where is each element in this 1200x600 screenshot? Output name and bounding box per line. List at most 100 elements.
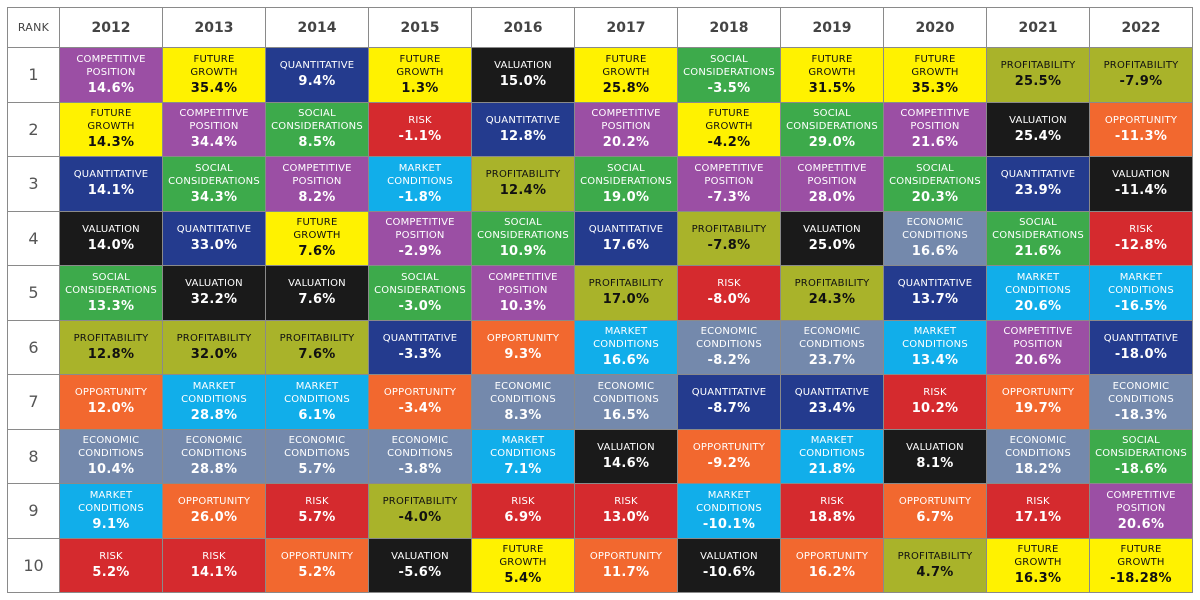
factor-label: COMPETITIVE POSITION: [900, 108, 970, 133]
factor-label: VALUATION: [391, 550, 449, 562]
factor-cell: OPPORTUNITY -3.4%: [369, 375, 472, 430]
factor-value: -7.3%: [707, 189, 751, 205]
factor-cell: RISK 6.9%: [472, 484, 575, 539]
factor-value: 12.8%: [499, 128, 547, 144]
factor-cell: MARKET CONDITIONS 7.1%: [472, 429, 575, 484]
factor-value: 28.8%: [190, 407, 238, 423]
factor-value: 23.7%: [808, 353, 856, 369]
factor-value: 32.0%: [190, 346, 238, 362]
rank-label-7: 7: [8, 375, 60, 430]
factor-cell: ECONOMIC CONDITIONS -18.3%: [1090, 375, 1193, 430]
factor-label: ECONOMIC CONDITIONS: [284, 435, 350, 460]
factor-value: -10.1%: [702, 516, 756, 532]
factor-value: -1.1%: [398, 128, 442, 144]
factor-label: MARKET CONDITIONS: [1005, 271, 1071, 296]
factor-value: -11.4%: [1114, 183, 1168, 199]
factor-cell: OPPORTUNITY 19.7%: [987, 375, 1090, 430]
factor-cell: OPPORTUNITY 5.2%: [266, 538, 369, 593]
factor-cell: ECONOMIC CONDITIONS -3.8%: [369, 429, 472, 484]
factor-cell: RISK -12.8%: [1090, 211, 1193, 266]
factor-cell: RISK -1.1%: [369, 102, 472, 157]
factor-value: 14.1%: [190, 564, 238, 580]
factor-cell: MARKET CONDITIONS 9.1%: [60, 484, 163, 539]
factor-label: QUANTITATIVE: [485, 114, 561, 126]
factor-label: ECONOMIC CONDITIONS: [387, 435, 453, 460]
factor-cell: RISK 18.8%: [781, 484, 884, 539]
rank-label-5: 5: [8, 266, 60, 321]
factor-label: RISK: [511, 496, 535, 508]
factor-label: COMPETITIVE POSITION: [282, 162, 352, 187]
factor-cell: RISK -8.0%: [678, 266, 781, 321]
rank-label-9: 9: [8, 484, 60, 539]
factor-cell: COMPETITIVE POSITION -7.3%: [678, 157, 781, 212]
factor-value: -8.7%: [707, 401, 751, 417]
factor-label: ECONOMIC CONDITIONS: [799, 326, 865, 351]
factor-value: 26.0%: [190, 510, 238, 526]
factor-label: COMPETITIVE POSITION: [385, 217, 455, 242]
factor-cell: COMPETITIVE POSITION 20.6%: [1090, 484, 1193, 539]
factor-value: 14.0%: [87, 237, 135, 253]
factor-value: 14.3%: [87, 135, 135, 151]
factor-cell: SOCIAL CONSIDERATIONS -3.5%: [678, 48, 781, 103]
factor-cell: FUTURE GROWTH 35.3%: [884, 48, 987, 103]
factor-cell: COMPETITIVE POSITION 20.6%: [987, 320, 1090, 375]
factor-label: OPPORTUNITY: [1001, 387, 1075, 399]
factor-value: -4.2%: [707, 135, 751, 151]
factor-label: VALUATION: [1009, 114, 1067, 126]
factor-label: VALUATION: [597, 441, 655, 453]
factor-value: 28.8%: [190, 462, 238, 478]
factor-value: 5.4%: [504, 571, 542, 587]
factor-cell: SOCIAL CONSIDERATIONS 20.3%: [884, 157, 987, 212]
factor-label: PROFITABILITY: [382, 496, 458, 508]
factor-value: 13.7%: [911, 292, 959, 308]
factor-cell: ECONOMIC CONDITIONS -8.2%: [678, 320, 781, 375]
factor-value: -5.6%: [398, 564, 442, 580]
factor-value: 7.6%: [298, 346, 336, 362]
factor-cell: QUANTITATIVE -3.3%: [369, 320, 472, 375]
factor-cell: VALUATION -10.6%: [678, 538, 781, 593]
factor-cell: COMPETITIVE POSITION -2.9%: [369, 211, 472, 266]
factor-label: VALUATION: [288, 278, 346, 290]
year-header-2017: 2017: [575, 8, 678, 48]
rank-label-4: 4: [8, 211, 60, 266]
factor-cell: COMPETITIVE POSITION 34.4%: [163, 102, 266, 157]
factor-cell: FUTURE GROWTH 35.4%: [163, 48, 266, 103]
factor-cell: OPPORTUNITY -9.2%: [678, 429, 781, 484]
factor-value: -1.8%: [398, 189, 442, 205]
factor-label: FUTURE GROWTH: [293, 217, 341, 242]
factor-label: ECONOMIC CONDITIONS: [696, 326, 762, 351]
factor-label: FUTURE GROWTH: [87, 108, 135, 133]
factor-label: QUANTITATIVE: [176, 223, 252, 235]
factor-label: MARKET CONDITIONS: [387, 162, 453, 187]
factor-value: 20.6%: [1014, 298, 1062, 314]
factor-label: ECONOMIC CONDITIONS: [1108, 380, 1174, 405]
factor-cell: FUTURE GROWTH 7.6%: [266, 211, 369, 266]
factor-value: 13.4%: [911, 353, 959, 369]
factor-cell: MARKET CONDITIONS 13.4%: [884, 320, 987, 375]
factor-value: 20.6%: [1117, 516, 1165, 532]
factor-label: FUTURE GROWTH: [808, 53, 856, 78]
factor-label: PROFITABILITY: [794, 278, 870, 290]
factor-value: 8.3%: [504, 407, 542, 423]
factor-cell: PROFITABILITY -4.0%: [369, 484, 472, 539]
factor-value: 10.3%: [499, 298, 547, 314]
factor-cell: QUANTITATIVE -8.7%: [678, 375, 781, 430]
factor-label: FUTURE GROWTH: [602, 53, 650, 78]
factor-label: VALUATION: [906, 441, 964, 453]
factor-value: 17.6%: [602, 237, 650, 253]
factor-value: 35.3%: [911, 80, 959, 96]
factor-cell: SOCIAL CONSIDERATIONS 19.0%: [575, 157, 678, 212]
factor-cell: OPPORTUNITY 12.0%: [60, 375, 163, 430]
factor-label: OPPORTUNITY: [795, 550, 869, 562]
year-header-2014: 2014: [266, 8, 369, 48]
factor-cell: PROFITABILITY 4.7%: [884, 538, 987, 593]
factor-label: RISK: [1026, 496, 1050, 508]
factor-cell: SOCIAL CONSIDERATIONS -3.0%: [369, 266, 472, 321]
factor-value: 12.8%: [87, 346, 135, 362]
rank-label-8: 8: [8, 429, 60, 484]
factor-label: PROFITABILITY: [1000, 60, 1076, 72]
factor-value: 7.1%: [504, 462, 542, 478]
factor-value: -2.9%: [398, 244, 442, 260]
factor-value: 7.6%: [298, 244, 336, 260]
rank-label-1: 1: [8, 48, 60, 103]
